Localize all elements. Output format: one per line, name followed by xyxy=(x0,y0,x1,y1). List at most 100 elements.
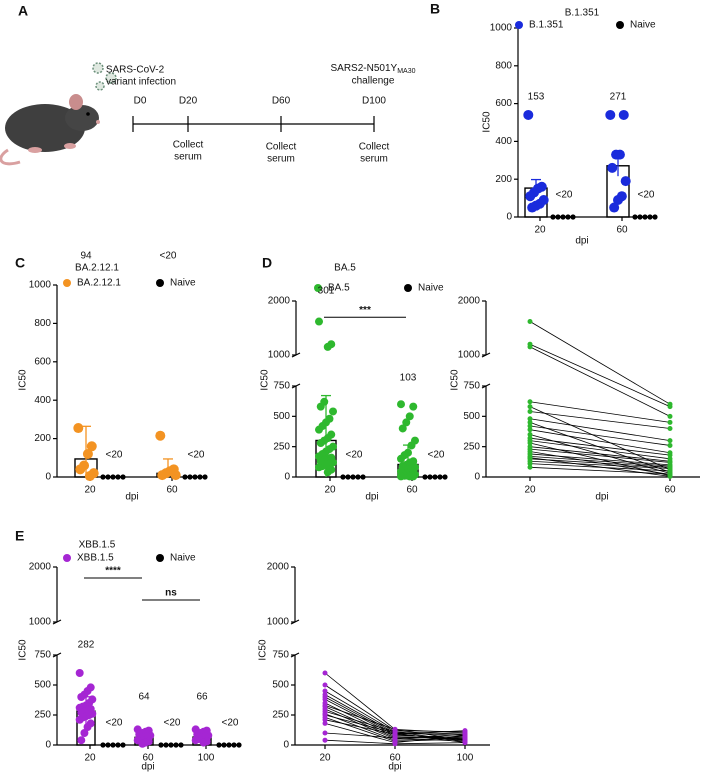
value-label: <20 xyxy=(222,718,239,729)
y-tick-label: 400 xyxy=(34,395,51,406)
panel-label: B xyxy=(430,1,440,17)
x-tick-label: 60 xyxy=(166,485,178,496)
data-point xyxy=(402,418,411,427)
mouse-eye xyxy=(86,112,90,116)
value-label: <20 xyxy=(428,450,445,461)
x-tick-label: 20 xyxy=(84,753,96,764)
day-label: D100 xyxy=(362,96,386,107)
mouse-foot xyxy=(28,147,42,153)
data-point xyxy=(560,214,566,220)
data-point xyxy=(392,731,398,737)
data-point xyxy=(527,461,533,467)
data-point xyxy=(120,742,126,748)
data-point xyxy=(397,400,405,409)
y-tick-label: 600 xyxy=(495,98,512,109)
value-label: <20 xyxy=(164,718,181,729)
data-point xyxy=(322,717,328,723)
y-tick-label: 0 xyxy=(284,472,290,483)
data-point xyxy=(565,214,571,220)
data-point xyxy=(110,474,116,480)
data-point xyxy=(527,202,538,213)
x-tick-label: 100 xyxy=(457,753,474,764)
data-point xyxy=(323,342,332,351)
subject-line xyxy=(529,411,671,429)
value-label: 103 xyxy=(400,373,417,384)
data-point xyxy=(77,736,86,745)
data-point xyxy=(392,735,398,741)
y-tick-label: 500 xyxy=(273,411,290,422)
data-point xyxy=(527,404,533,410)
data-point xyxy=(613,194,623,205)
data-point xyxy=(618,109,629,120)
panel-label: E xyxy=(15,528,24,544)
y-tick-label: 1000 xyxy=(29,280,52,291)
value-label: <20 xyxy=(638,190,655,201)
subject-line xyxy=(529,343,671,407)
data-point xyxy=(527,419,533,425)
y-tick-label: 250 xyxy=(272,710,289,721)
value-label: 94 xyxy=(80,251,92,262)
day-label: D0 xyxy=(134,96,147,107)
legend-label: B.1.351 xyxy=(529,20,564,31)
data-point xyxy=(138,739,147,748)
y-tick-label: 400 xyxy=(495,136,512,147)
mouse-ear xyxy=(69,94,83,110)
value-label: 64 xyxy=(138,692,150,703)
data-point xyxy=(609,202,620,213)
mouse-foot xyxy=(64,143,76,149)
data-point xyxy=(80,729,89,737)
data-point xyxy=(611,149,622,160)
subject-line xyxy=(529,453,671,466)
x-tick-label: 20 xyxy=(319,753,331,764)
data-point xyxy=(409,402,418,411)
subject-line xyxy=(529,455,671,467)
x-tick-label: 20 xyxy=(534,225,546,236)
y-tick-label: 1000 xyxy=(490,23,513,34)
x-axis-label: dpi xyxy=(595,492,608,503)
data-point xyxy=(100,474,106,480)
infection-label: variant infection xyxy=(106,77,176,88)
data-point xyxy=(667,404,673,410)
data-point xyxy=(637,214,643,220)
y-tick-label: 500 xyxy=(272,680,289,691)
y-axis-label: IC50 xyxy=(450,369,461,391)
subject-line xyxy=(529,346,671,417)
challenge-name: SARS2-N501Y xyxy=(331,63,398,74)
subject-line xyxy=(529,321,671,405)
data-point xyxy=(226,742,232,748)
data-point xyxy=(607,162,618,173)
y-tick-label: 1000 xyxy=(267,617,290,628)
collect-label: Collect xyxy=(173,140,204,151)
legend-label: Naive xyxy=(170,278,196,289)
data-point xyxy=(605,109,616,120)
data-point xyxy=(158,742,164,748)
data-point xyxy=(550,214,556,220)
data-point xyxy=(236,742,242,748)
x-tick-label: 60 xyxy=(142,753,154,764)
subject-line xyxy=(529,418,671,441)
legend-marker xyxy=(616,21,624,29)
legend-marker xyxy=(156,279,164,287)
data-point xyxy=(182,474,188,480)
value-label: <20 xyxy=(106,450,123,461)
y-tick-label: 1000 xyxy=(29,617,52,628)
data-point xyxy=(667,413,673,419)
y-tick-label: 250 xyxy=(273,441,290,452)
panel-label: A xyxy=(18,3,28,19)
y-axis-label: IC50 xyxy=(258,639,269,661)
x-tick-label: 20 xyxy=(524,485,536,496)
data-point xyxy=(527,427,533,433)
y-tick-label: 0 xyxy=(474,472,480,483)
y-tick-label: 500 xyxy=(34,680,51,691)
data-point xyxy=(422,474,428,480)
y-tick-label: 2000 xyxy=(29,562,52,573)
data-point xyxy=(322,696,328,702)
legend-label: BA.5 xyxy=(328,283,350,294)
y-tick-label: 200 xyxy=(495,174,512,185)
value-label: <20 xyxy=(106,718,123,729)
data-point xyxy=(322,720,328,726)
subject-line xyxy=(529,446,671,462)
y-tick-label: 0 xyxy=(45,740,51,751)
mouse-icon xyxy=(0,94,100,166)
data-point xyxy=(667,452,673,458)
